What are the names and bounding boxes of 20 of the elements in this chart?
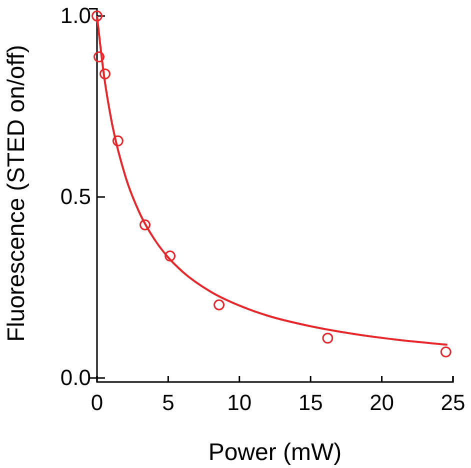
x-tick-label: 5 [162,390,174,415]
point [140,219,150,230]
point [112,135,124,146]
point [440,346,452,358]
y-axis-title: Fluorescence (STED on/off) [3,44,30,342]
y-tick-label: 0.0 [60,365,91,390]
x-tick-label: 15 [298,390,323,415]
x-tick-label: 20 [370,390,394,415]
point [164,250,176,262]
point [100,68,110,80]
x-tick-label: 25 [440,390,466,415]
y-tick-label: 1.0 [60,3,91,28]
point [92,10,102,22]
x-axis-title: Power (mW) [208,439,342,466]
x-tick-label: 0 [90,390,104,415]
x-tick-label: 10 [227,390,252,415]
point [214,299,225,310]
point [322,332,334,344]
point [94,51,104,62]
y-tick-label: 0.5 [60,184,91,210]
